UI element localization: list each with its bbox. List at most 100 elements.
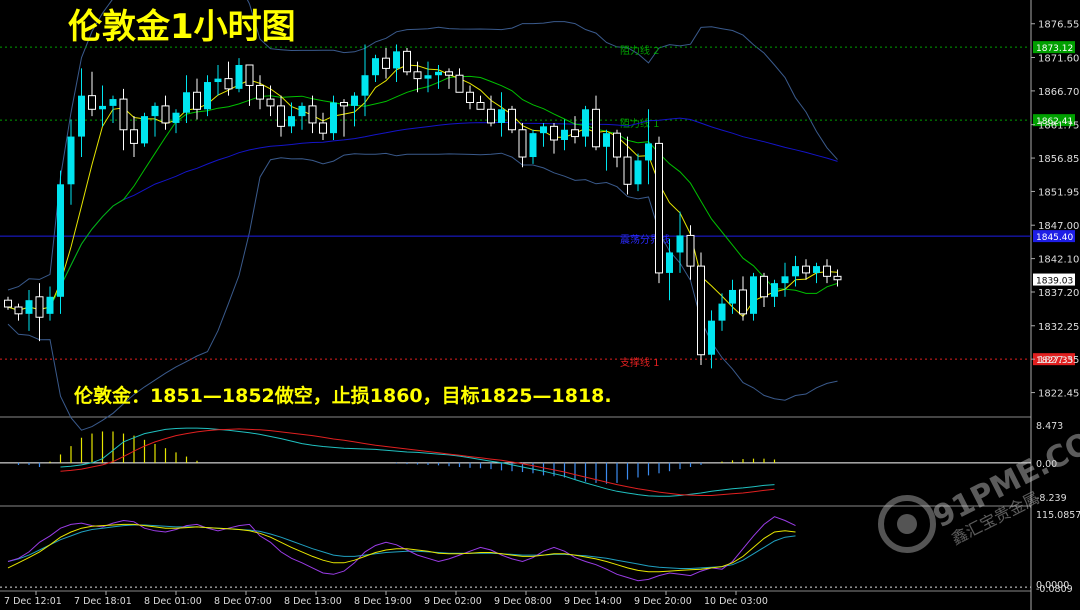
price-tick-label: 1827.35 xyxy=(1038,355,1079,366)
time-axis-ticks: 7 Dec 12:01 7 Dec 18:01 8 Dec 01:00 8 Dec 0… xyxy=(4,591,768,607)
candle-body xyxy=(183,92,190,113)
strategy-annotation: 伦敦金：1851—1852做空，止损1860，目标1825—1818. xyxy=(74,384,612,407)
candle-body xyxy=(518,129,527,158)
level-price-tag xyxy=(1033,41,1075,54)
time-tick-label: 8 Dec 13:00 xyxy=(284,596,342,607)
candle-body xyxy=(792,266,799,277)
candle-body xyxy=(277,105,285,127)
candle-body xyxy=(372,58,379,76)
candle-body xyxy=(141,116,148,144)
candle-body xyxy=(361,75,369,96)
level-price-text: 1845.40 xyxy=(1036,233,1073,243)
candle-body xyxy=(14,306,23,315)
price-tick-label: 1842.10 xyxy=(1038,255,1079,266)
time-tick-label: 7 Dec 12:01 xyxy=(4,596,62,607)
time-tick-label: 8 Dec 01:00 xyxy=(144,596,202,607)
candle-body xyxy=(35,296,44,318)
level-label: 支撑线 1 xyxy=(620,356,660,369)
candle-body xyxy=(750,276,757,314)
candle-body xyxy=(529,133,537,158)
candle-body xyxy=(319,122,327,134)
candle-body xyxy=(403,50,411,73)
candle-body xyxy=(487,108,495,124)
candle-body xyxy=(623,156,632,185)
macd-tick-label: 0.00 xyxy=(1036,459,1057,470)
candle-body xyxy=(455,74,464,93)
candle-body xyxy=(445,71,453,76)
candle-body xyxy=(697,265,705,356)
candle-body xyxy=(67,136,75,185)
watermark-logo-icon xyxy=(878,495,936,553)
candle-body xyxy=(130,129,138,144)
time-tick-label: 9 Dec 08:00 xyxy=(494,596,552,607)
price-tick-label: 1861.75 xyxy=(1038,121,1079,132)
price-tick-label: 1822.45 xyxy=(1038,389,1079,400)
candle-body xyxy=(498,109,505,123)
ma-mid-line xyxy=(7,75,838,311)
time-tick-label: 10 Dec 03:00 xyxy=(704,596,768,607)
price-tick-label: 1851.95 xyxy=(1038,187,1079,198)
level-label: 阻力线 2 xyxy=(620,44,660,57)
candle-body xyxy=(729,289,736,304)
oscillator-tick-label: -0.0809 xyxy=(1036,584,1073,595)
candle-body xyxy=(308,105,317,124)
candle-body xyxy=(57,184,64,297)
candle-body xyxy=(813,266,820,273)
time-tick-label: 9 Dec 14:00 xyxy=(564,596,622,607)
candles xyxy=(4,44,842,369)
candle-body xyxy=(613,132,621,158)
candle-body xyxy=(351,95,358,106)
price-tick-label: 1832.25 xyxy=(1038,322,1079,333)
candle-body xyxy=(288,116,295,127)
candle-body xyxy=(382,57,390,69)
candle-body xyxy=(739,289,747,315)
candle-body xyxy=(99,105,106,110)
candle-body xyxy=(393,51,400,69)
chart-title: 伦敦金1小时图 xyxy=(68,7,296,47)
watermark-logo-core xyxy=(897,514,917,534)
level-price-text: 1827.35 xyxy=(1036,356,1073,366)
candle-body xyxy=(88,95,96,110)
level-price-text: 1862.41 xyxy=(1036,117,1073,127)
time-tick-label: 9 Dec 20:00 xyxy=(634,596,692,607)
candle-body xyxy=(224,78,233,90)
candle-body xyxy=(4,299,12,308)
candle-body xyxy=(655,142,663,274)
candle-body xyxy=(508,108,516,131)
candle-body xyxy=(256,84,264,100)
candle-body xyxy=(193,91,201,110)
oscillator-tick-label: 115.0857 xyxy=(1036,510,1080,521)
macd-dif-line xyxy=(60,427,775,497)
candle-body xyxy=(708,320,715,355)
candle-body xyxy=(718,303,726,321)
candle-body xyxy=(561,129,568,140)
candle-body xyxy=(330,102,337,134)
candle-body xyxy=(540,126,547,134)
candle-body xyxy=(109,99,117,106)
candle-body xyxy=(298,105,306,117)
candle-body xyxy=(781,276,789,284)
candle-body xyxy=(119,98,128,131)
price-tick-label: 1856.85 xyxy=(1038,154,1079,165)
candle-body xyxy=(235,64,243,89)
candle-body xyxy=(78,95,85,137)
price-panel xyxy=(0,0,1031,416)
candle-body xyxy=(413,71,422,80)
time-tick-label: 8 Dec 19:00 xyxy=(354,596,412,607)
candle-body xyxy=(466,91,474,103)
time-tick-label: 7 Dec 18:01 xyxy=(74,596,132,607)
candle-body xyxy=(603,133,610,147)
candle-body xyxy=(634,160,642,185)
candle-body xyxy=(435,71,442,76)
candle-body xyxy=(204,82,211,110)
time-tick-label: 8 Dec 07:00 xyxy=(214,596,272,607)
level-label: 阻力线 1 xyxy=(620,117,660,130)
candle-body xyxy=(686,234,695,267)
candle-body xyxy=(245,64,254,86)
candle-body xyxy=(582,109,589,137)
time-tick-label: 9 Dec 02:00 xyxy=(424,596,482,607)
price-tick-label: 1847.00 xyxy=(1038,221,1079,232)
candle-body xyxy=(802,265,810,274)
